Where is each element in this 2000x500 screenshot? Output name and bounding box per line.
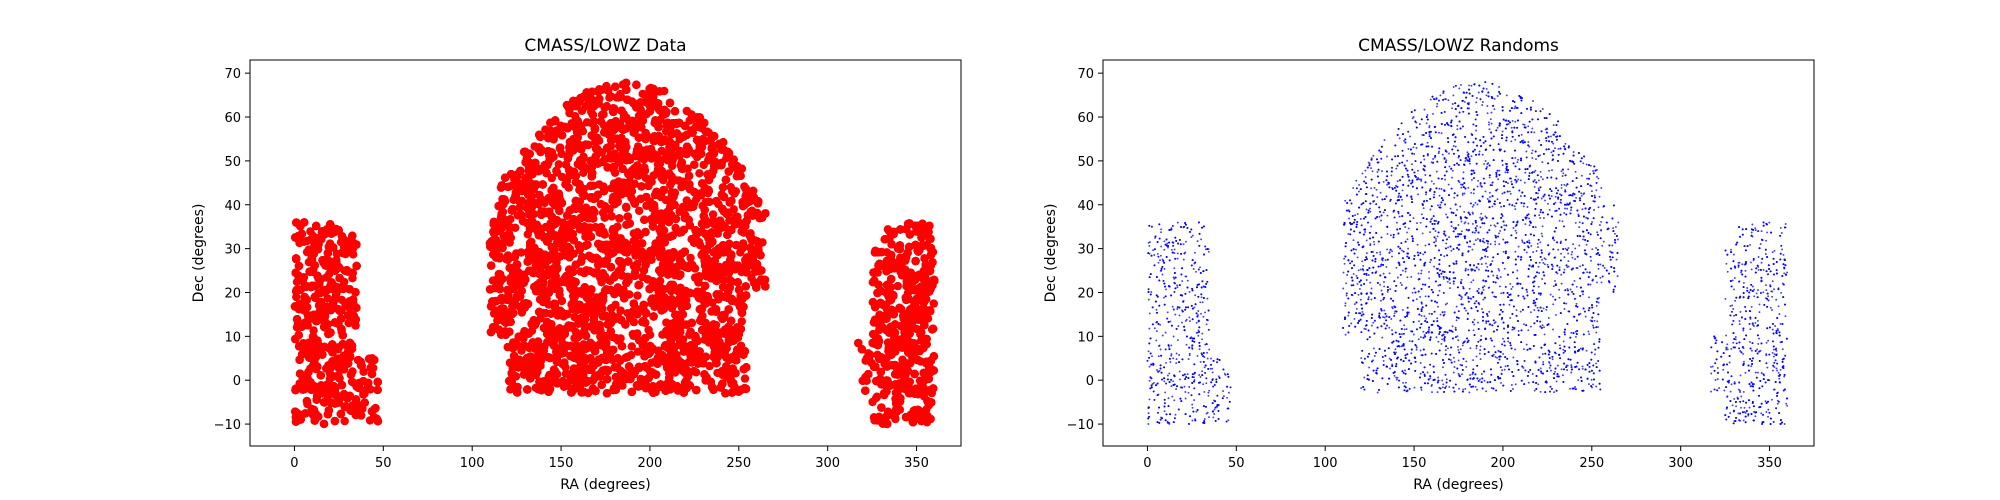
data-point: [579, 168, 588, 177]
data-point: [705, 197, 714, 207]
data-point: [554, 160, 563, 169]
data-point: [686, 253, 695, 263]
data-point: [893, 281, 902, 291]
data-point: [644, 325, 653, 335]
data-point: [570, 312, 579, 322]
data-point: [552, 168, 562, 177]
data-point: [633, 347, 643, 356]
data-point: [929, 299, 938, 308]
data-panel: CMASS/LOWZ Data 0 50 100 150 200 250 300 350 −1…: [191, 36, 962, 493]
data-point: [547, 173, 556, 183]
data-point: [589, 117, 599, 126]
data-point: [499, 231, 508, 241]
data-point: [705, 361, 714, 371]
data-point: [605, 93, 614, 102]
data-points: [290, 78, 939, 429]
data-point: [306, 227, 315, 236]
data-point: [506, 385, 515, 394]
data-point: [561, 363, 570, 372]
data-point: [635, 206, 644, 215]
data-point: [341, 300, 350, 310]
data-point: [633, 291, 642, 300]
data-point: [695, 169, 704, 178]
data-point: [868, 397, 877, 407]
data-point: [517, 248, 526, 257]
data-point: [621, 202, 631, 211]
data-point: [340, 416, 349, 426]
data-point: [541, 125, 550, 134]
data-point: [323, 294, 332, 303]
data-point: [309, 326, 318, 335]
data-point: [708, 210, 718, 219]
data-point: [627, 342, 636, 351]
data-point: [740, 374, 750, 383]
data-point: [737, 317, 746, 326]
data-point: [302, 396, 312, 406]
data-point: [351, 321, 360, 330]
data-point: [515, 203, 524, 212]
chart-title: CMASS/LOWZ Data: [524, 36, 686, 56]
